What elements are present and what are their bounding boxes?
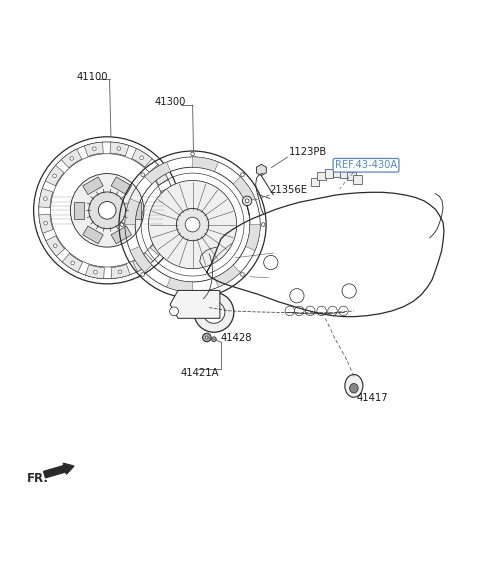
Circle shape (141, 261, 144, 264)
Circle shape (194, 292, 234, 332)
Polygon shape (125, 199, 140, 225)
Polygon shape (84, 142, 103, 157)
Circle shape (71, 261, 74, 265)
Polygon shape (111, 265, 130, 279)
FancyBboxPatch shape (325, 169, 334, 177)
Circle shape (209, 307, 219, 318)
Polygon shape (62, 253, 83, 272)
FancyBboxPatch shape (317, 172, 326, 181)
Circle shape (89, 192, 126, 229)
Polygon shape (132, 149, 152, 167)
Polygon shape (192, 157, 218, 172)
Polygon shape (83, 177, 103, 195)
Circle shape (167, 220, 171, 224)
Circle shape (140, 156, 144, 159)
Text: 1123PB: 1123PB (289, 148, 327, 158)
Circle shape (169, 307, 179, 316)
Polygon shape (83, 226, 103, 244)
Polygon shape (39, 189, 53, 208)
Polygon shape (85, 265, 104, 279)
Circle shape (117, 147, 120, 150)
Circle shape (70, 157, 73, 160)
Circle shape (185, 217, 200, 232)
FancyBboxPatch shape (311, 177, 319, 186)
Circle shape (245, 199, 249, 203)
Polygon shape (150, 235, 169, 255)
Polygon shape (61, 149, 82, 168)
Polygon shape (39, 214, 53, 233)
Ellipse shape (349, 383, 358, 393)
Ellipse shape (345, 374, 363, 397)
Circle shape (157, 173, 161, 177)
Polygon shape (110, 142, 129, 156)
Circle shape (176, 208, 209, 241)
Polygon shape (144, 162, 170, 184)
Polygon shape (167, 278, 192, 292)
Text: 41100: 41100 (76, 72, 108, 82)
FancyArrow shape (44, 463, 74, 478)
Circle shape (203, 301, 225, 323)
Circle shape (148, 181, 237, 269)
Text: 41300: 41300 (155, 97, 186, 107)
Circle shape (141, 173, 144, 176)
Circle shape (203, 333, 211, 342)
Circle shape (98, 202, 116, 219)
FancyBboxPatch shape (353, 175, 362, 184)
Polygon shape (215, 265, 240, 287)
Polygon shape (161, 187, 175, 207)
Polygon shape (132, 253, 153, 271)
Circle shape (191, 293, 194, 297)
Polygon shape (46, 236, 65, 256)
Text: 41421A: 41421A (180, 368, 219, 378)
Circle shape (158, 243, 162, 247)
Circle shape (53, 174, 57, 178)
Circle shape (93, 147, 96, 151)
FancyBboxPatch shape (347, 172, 356, 181)
Polygon shape (256, 164, 266, 176)
Text: FR.: FR. (26, 472, 48, 485)
Circle shape (191, 152, 194, 156)
Polygon shape (111, 226, 132, 244)
Polygon shape (131, 202, 141, 219)
Text: 41428: 41428 (221, 333, 252, 343)
Polygon shape (170, 291, 220, 318)
Circle shape (53, 244, 57, 248)
Circle shape (120, 223, 124, 226)
Polygon shape (233, 177, 255, 203)
Circle shape (141, 272, 144, 276)
FancyBboxPatch shape (333, 168, 342, 177)
FancyBboxPatch shape (340, 169, 348, 177)
Polygon shape (45, 166, 64, 186)
Polygon shape (161, 213, 176, 232)
Circle shape (44, 197, 47, 200)
Polygon shape (150, 164, 168, 185)
Polygon shape (130, 247, 152, 272)
Circle shape (240, 272, 244, 276)
Circle shape (71, 173, 144, 247)
Circle shape (240, 173, 244, 176)
Circle shape (118, 270, 122, 274)
Circle shape (212, 337, 216, 342)
Circle shape (205, 336, 208, 339)
Circle shape (242, 196, 252, 205)
Circle shape (167, 196, 170, 199)
Polygon shape (246, 225, 260, 251)
Text: 41417: 41417 (356, 393, 388, 403)
Polygon shape (74, 202, 84, 219)
Circle shape (94, 270, 97, 274)
Text: REF.43-430A: REF.43-430A (335, 160, 397, 170)
Circle shape (261, 223, 265, 226)
Circle shape (44, 221, 48, 225)
Text: 21356E: 21356E (269, 185, 307, 195)
Polygon shape (111, 177, 132, 195)
